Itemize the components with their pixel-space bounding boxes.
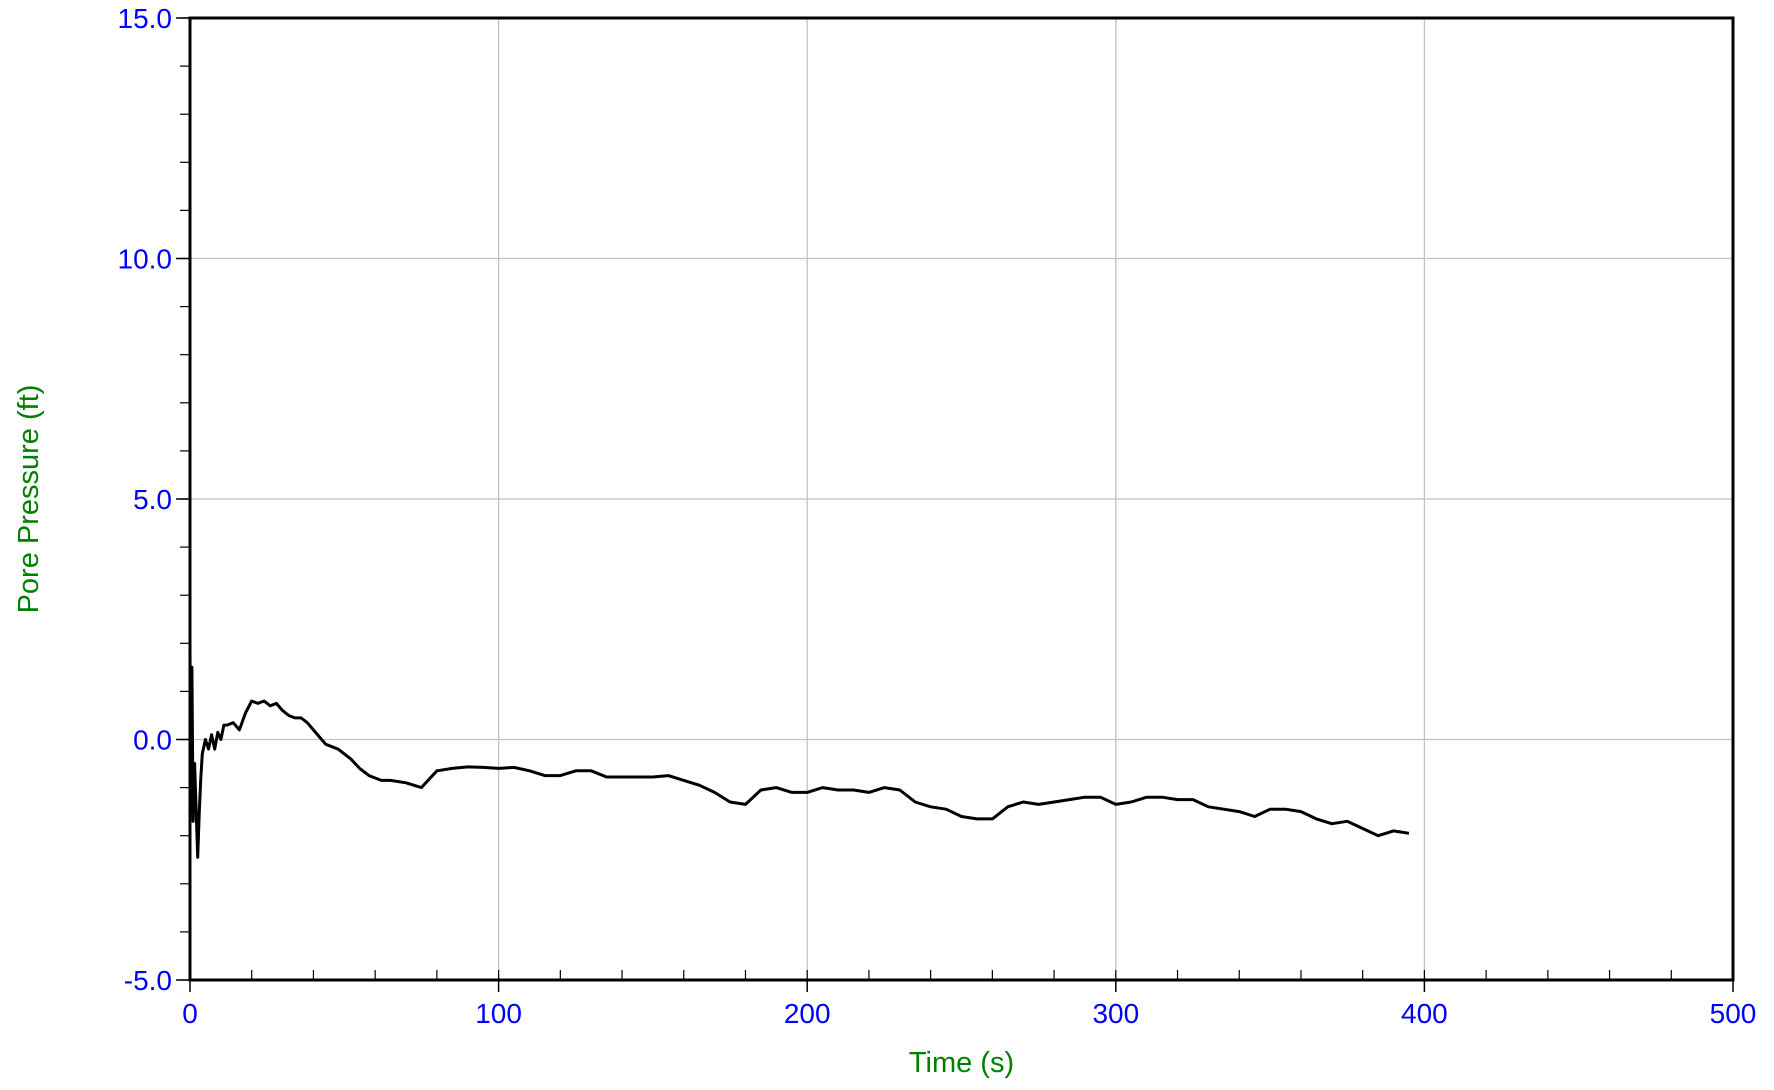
grid-lines [189, 17, 1734, 981]
series-layer [188, 652, 1410, 859]
y-axis-label: Pore Pressure (ft) [13, 385, 45, 614]
x-tick-labels: 0 100 200 300 400 500 [182, 998, 1756, 1029]
y-tick-label: 0.0 [133, 725, 172, 756]
x-tick-label: 300 [1092, 998, 1139, 1029]
major-ticks [176, 17, 1734, 992]
y-tick-label: 5.0 [133, 484, 172, 515]
x-axis-label: Time (s) [909, 1047, 1014, 1079]
y-tick-labels: -5.0 0.0 5.0 10.0 15.0 [118, 3, 173, 996]
y-tick-label: 10.0 [118, 244, 173, 275]
x-tick-label: 100 [475, 998, 522, 1029]
series-line [188, 652, 1410, 859]
x-tick-label: 200 [784, 998, 831, 1029]
y-tick-label: 15.0 [118, 3, 173, 34]
x-tick-label: 400 [1401, 998, 1448, 1029]
plot-frame [188, 16, 1735, 982]
x-tick-label: 0 [182, 998, 198, 1029]
y-tick-label: -5.0 [124, 965, 172, 996]
x-tick-label: 500 [1710, 998, 1757, 1029]
